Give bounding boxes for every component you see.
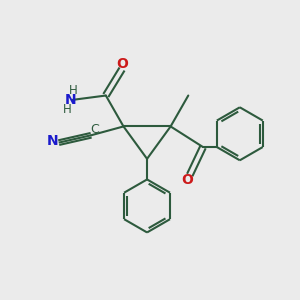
Text: H: H xyxy=(69,84,78,97)
Text: C: C xyxy=(90,123,99,136)
Text: N: N xyxy=(46,134,58,148)
Text: N: N xyxy=(65,93,76,107)
Text: O: O xyxy=(116,57,128,71)
Text: O: O xyxy=(181,173,193,187)
Text: H: H xyxy=(63,103,72,116)
